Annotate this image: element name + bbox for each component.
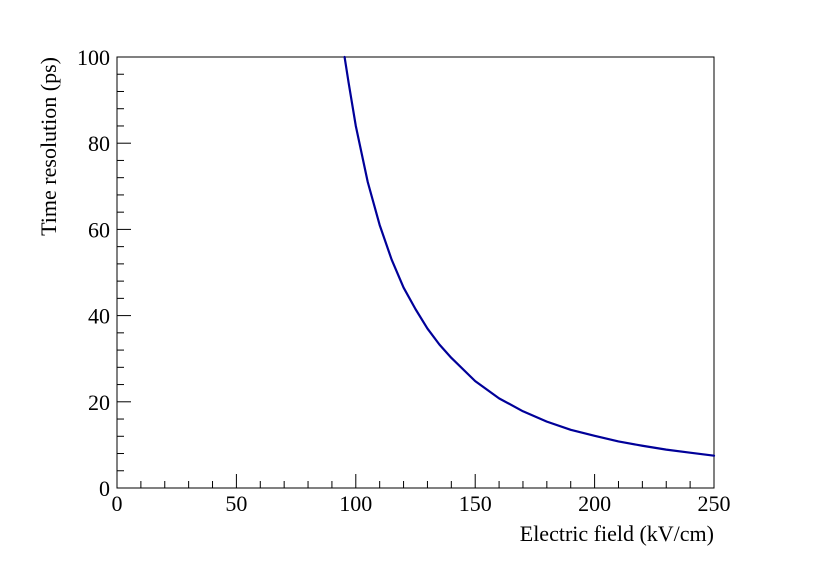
series-line-0 [343, 55, 716, 457]
x-tick-label: 150 [459, 491, 492, 516]
x-axis-title: Electric field (kV/cm) [520, 521, 714, 546]
y-tick-labels: 0 20 40 60 80 100 [77, 45, 110, 501]
x-tick-labels: 0 50 100 150 200 250 [112, 491, 731, 516]
x-tick-label: 200 [578, 491, 611, 516]
y-tick-label: 100 [77, 45, 110, 70]
y-axis-title: Time resolution (ps) [36, 57, 61, 236]
x-tick-label: 50 [225, 491, 247, 516]
major-ticks [116, 56, 715, 489]
series-layer [343, 55, 716, 457]
x-tick-label: 0 [112, 491, 123, 516]
y-tick-label: 20 [88, 390, 110, 415]
plot-frame [116, 56, 715, 489]
y-tick-label: 40 [88, 304, 110, 329]
y-tick-label: 80 [88, 131, 110, 156]
x-tick-label: 100 [339, 491, 372, 516]
y-tick-label: 0 [99, 476, 110, 501]
x-tick-label: 250 [698, 491, 731, 516]
y-tick-label: 60 [88, 217, 110, 242]
minor-ticks [117, 73, 691, 488]
